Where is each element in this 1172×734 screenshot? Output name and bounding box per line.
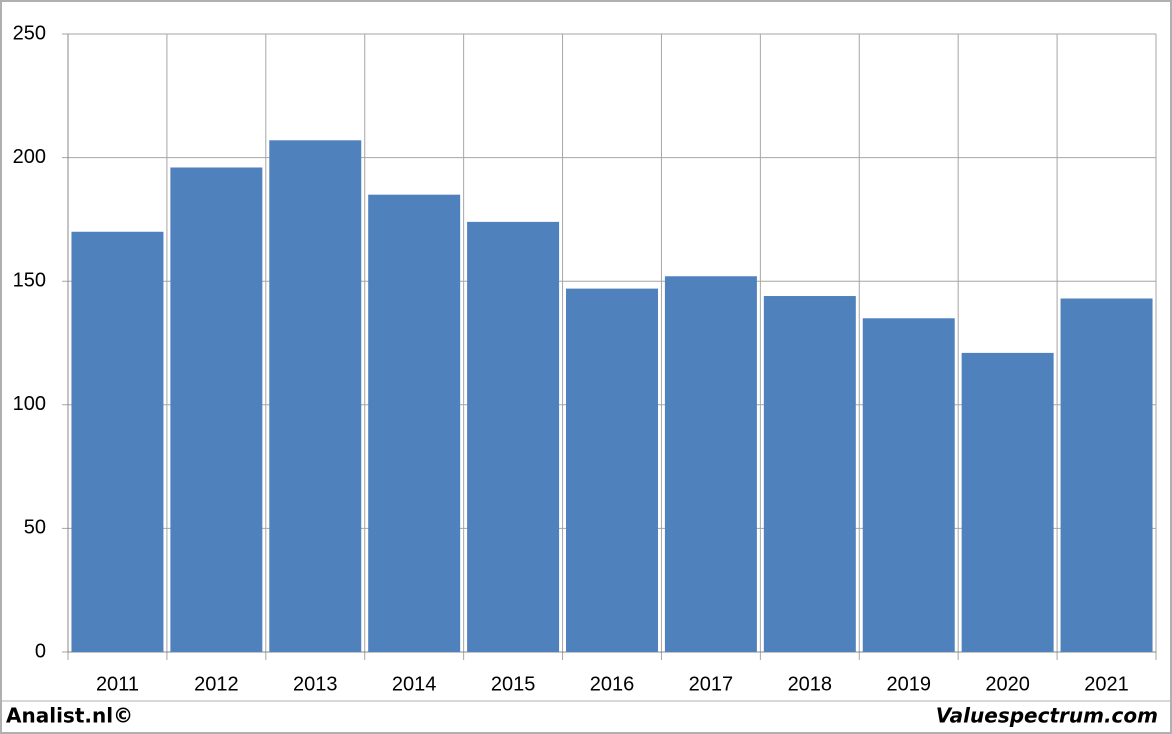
y-tick-label: 250	[13, 22, 46, 44]
x-tick-label: 2015	[491, 673, 536, 695]
footer-left: Analist.nl©	[6, 704, 133, 728]
bar	[961, 352, 1054, 652]
y-tick-label: 150	[13, 269, 46, 291]
bar	[1060, 298, 1153, 652]
x-tick-label: 2017	[689, 673, 734, 695]
y-tick-label: 100	[13, 393, 46, 415]
x-tick-label: 2016	[590, 673, 635, 695]
bar	[71, 231, 164, 652]
bar	[368, 194, 461, 652]
x-tick-label: 2012	[194, 673, 239, 695]
bar	[862, 318, 955, 652]
y-tick-label: 200	[13, 146, 46, 168]
x-tick-label: 2020	[985, 673, 1030, 695]
x-tick-label: 2013	[293, 673, 338, 695]
x-tick-label: 2019	[886, 673, 931, 695]
footer-right: Valuespectrum.com	[936, 704, 1158, 728]
bar	[170, 167, 263, 652]
x-tick-label: 2018	[788, 673, 833, 695]
bar	[467, 221, 560, 652]
bar	[664, 276, 757, 652]
bar	[763, 296, 856, 652]
x-tick-label: 2011	[96, 673, 139, 695]
x-tick-label: 2014	[392, 673, 437, 695]
bar	[566, 288, 658, 652]
x-tick-label: 2021	[1084, 673, 1129, 695]
y-tick-label: 0	[35, 640, 46, 662]
y-tick-label: 50	[24, 517, 46, 539]
bar	[269, 140, 362, 652]
